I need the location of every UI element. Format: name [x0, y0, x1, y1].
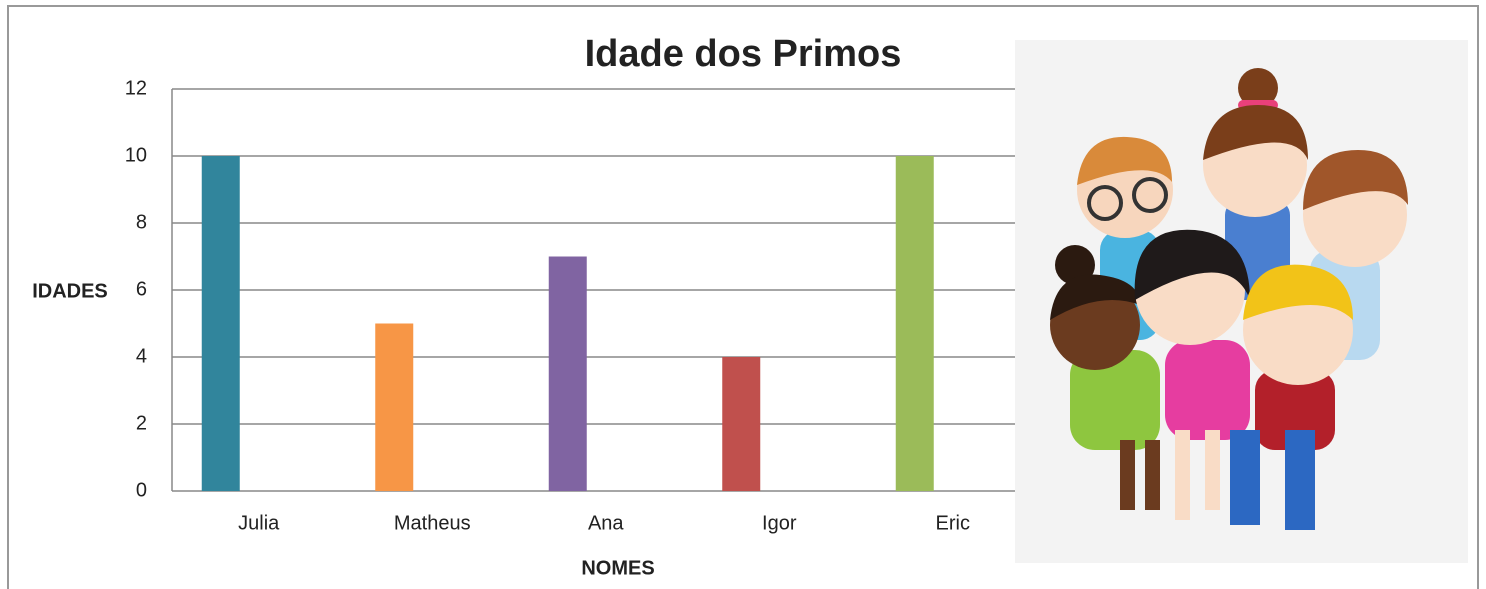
bar — [202, 156, 240, 491]
y-tick-label: 8 — [136, 211, 147, 233]
bar — [375, 324, 413, 492]
bar — [896, 156, 934, 491]
illustration — [1015, 40, 1468, 563]
x-tick-label: Igor — [762, 512, 797, 534]
chart-title: Idade dos Primos — [585, 33, 902, 75]
y-axis-label: IDADES — [32, 280, 108, 302]
y-tick-label: 10 — [125, 144, 147, 166]
x-tick-label: Ana — [588, 512, 624, 534]
y-tick-label: 4 — [136, 345, 147, 367]
x-axis-label: NOMES — [581, 557, 654, 579]
plot: 0 2 4 6 8 10 12 Julia Matheus Ana Igor Eric — [125, 77, 1015, 534]
chart: Idade dos Primos IDADES NOMES 0 2 4 6 8 10 12 J… — [0, 0, 1486, 589]
x-tick-label: Eric — [936, 512, 970, 534]
y-tick-label: 12 — [125, 77, 147, 99]
x-tick-label: Julia — [238, 512, 280, 534]
y-tick-label: 2 — [136, 412, 147, 434]
bar — [549, 257, 587, 492]
x-tick-label: Matheus — [394, 512, 471, 534]
y-tick-label: 0 — [136, 479, 147, 501]
y-tick-label: 6 — [136, 278, 147, 300]
bar — [722, 357, 760, 491]
